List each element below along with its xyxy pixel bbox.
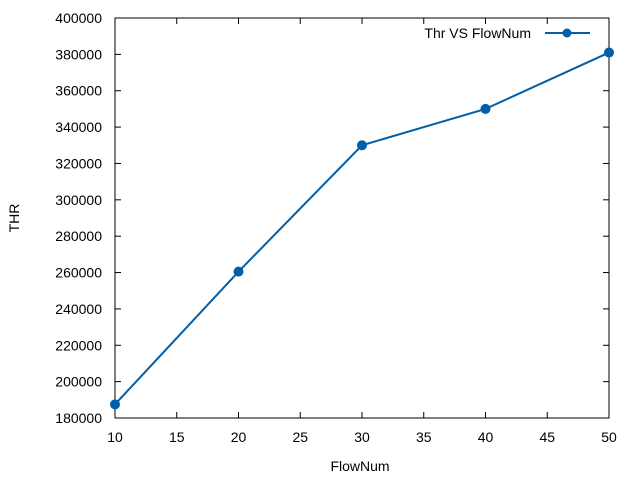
data-point bbox=[357, 140, 367, 151]
y-tick-label: 240000 bbox=[55, 301, 102, 317]
x-tick-label: 15 bbox=[169, 429, 185, 445]
x-tick-label: 40 bbox=[478, 429, 494, 445]
axes bbox=[114, 17, 610, 419]
x-tick-label: 50 bbox=[601, 429, 617, 445]
y-tick-label: 300000 bbox=[55, 192, 102, 208]
y-tick-label: 180000 bbox=[55, 410, 102, 426]
series bbox=[110, 47, 614, 410]
x-tick-label: 30 bbox=[354, 429, 370, 445]
legend-marker bbox=[562, 28, 572, 38]
y-tick-label: 260000 bbox=[55, 265, 102, 281]
legend-label: Thr VS FlowNum bbox=[424, 25, 531, 41]
y-axis-title: THR bbox=[6, 204, 22, 233]
x-tick-label: 20 bbox=[231, 429, 247, 445]
plot-frame bbox=[114, 17, 610, 419]
x-tick-label: 45 bbox=[539, 429, 555, 445]
y-tick-label: 200000 bbox=[55, 374, 102, 390]
series-line bbox=[114, 51, 610, 406]
y-tick-label: 220000 bbox=[55, 337, 102, 353]
data-point bbox=[604, 47, 614, 58]
ticks: 10 15 20 25 30 35 40 45 50 180000 200000 220000 2400… bbox=[55, 10, 617, 445]
y-tick-label: 380000 bbox=[55, 46, 102, 62]
data-point bbox=[233, 266, 244, 277]
x-tick-label: 35 bbox=[416, 429, 432, 445]
x-tick-label: 10 bbox=[107, 429, 123, 445]
y-tick-label: 340000 bbox=[55, 119, 102, 135]
data-point bbox=[110, 399, 120, 410]
data-point bbox=[480, 103, 491, 114]
y-tick-label: 400000 bbox=[55, 10, 102, 26]
x-axis-title: FlowNum bbox=[330, 458, 389, 474]
x-tick-label: 25 bbox=[292, 429, 308, 445]
y-tick-label: 280000 bbox=[55, 228, 102, 244]
legend: Thr VS FlowNum bbox=[424, 25, 590, 41]
y-tick-label: 320000 bbox=[55, 155, 102, 171]
y-tick-label: 360000 bbox=[55, 83, 102, 99]
